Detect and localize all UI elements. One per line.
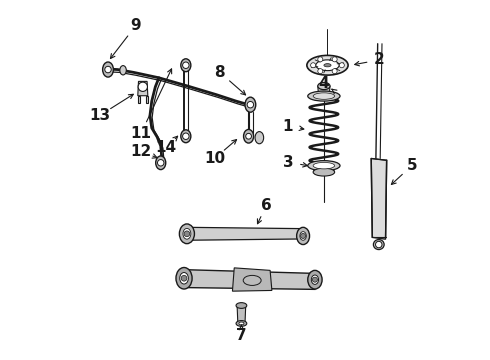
Polygon shape — [313, 166, 335, 172]
Ellipse shape — [307, 55, 348, 75]
Polygon shape — [184, 270, 317, 289]
Text: 3: 3 — [283, 154, 294, 170]
Ellipse shape — [308, 91, 340, 101]
Ellipse shape — [316, 60, 339, 71]
Ellipse shape — [120, 66, 126, 75]
Text: 6: 6 — [261, 198, 272, 213]
Text: 4: 4 — [318, 76, 329, 91]
Text: 2: 2 — [374, 52, 385, 67]
Circle shape — [332, 57, 337, 62]
Ellipse shape — [243, 275, 261, 285]
Circle shape — [375, 241, 382, 248]
Ellipse shape — [244, 130, 254, 143]
Circle shape — [105, 66, 111, 73]
Ellipse shape — [308, 270, 322, 289]
Polygon shape — [237, 306, 245, 323]
Polygon shape — [146, 96, 148, 103]
Ellipse shape — [102, 62, 113, 77]
Polygon shape — [138, 81, 148, 96]
Ellipse shape — [176, 267, 192, 289]
Text: 14: 14 — [155, 140, 177, 155]
Circle shape — [313, 277, 318, 282]
Text: 11: 11 — [130, 126, 151, 141]
Circle shape — [247, 102, 254, 108]
Ellipse shape — [296, 227, 310, 244]
Ellipse shape — [318, 82, 330, 90]
Ellipse shape — [183, 228, 191, 239]
Circle shape — [138, 82, 147, 91]
Circle shape — [245, 134, 251, 139]
Circle shape — [184, 231, 190, 237]
Ellipse shape — [313, 162, 335, 169]
Text: 12: 12 — [130, 144, 151, 159]
Circle shape — [183, 133, 189, 139]
Circle shape — [318, 57, 323, 62]
Text: 9: 9 — [130, 18, 141, 33]
Ellipse shape — [156, 156, 166, 170]
Circle shape — [311, 63, 316, 68]
Text: 8: 8 — [215, 65, 225, 80]
Circle shape — [332, 69, 337, 74]
Circle shape — [300, 233, 306, 238]
Circle shape — [181, 275, 187, 281]
Circle shape — [183, 62, 189, 68]
Ellipse shape — [236, 320, 247, 326]
Ellipse shape — [318, 92, 329, 98]
Ellipse shape — [313, 168, 335, 176]
Polygon shape — [371, 158, 387, 239]
Ellipse shape — [373, 239, 384, 249]
Ellipse shape — [313, 93, 335, 99]
Ellipse shape — [179, 224, 195, 244]
Ellipse shape — [255, 132, 264, 144]
Polygon shape — [188, 227, 302, 240]
Text: 5: 5 — [406, 158, 417, 173]
Ellipse shape — [181, 130, 191, 143]
Text: 13: 13 — [89, 108, 110, 123]
Ellipse shape — [181, 59, 191, 72]
Polygon shape — [318, 86, 330, 95]
Circle shape — [318, 69, 323, 74]
Text: 10: 10 — [204, 151, 225, 166]
Ellipse shape — [180, 273, 188, 284]
Text: 7: 7 — [236, 328, 247, 343]
Polygon shape — [232, 268, 272, 291]
Ellipse shape — [236, 303, 247, 309]
Ellipse shape — [308, 161, 340, 171]
Circle shape — [157, 159, 164, 166]
Ellipse shape — [311, 275, 318, 284]
Ellipse shape — [324, 64, 331, 67]
Polygon shape — [138, 96, 140, 103]
Ellipse shape — [300, 231, 306, 240]
Circle shape — [339, 63, 344, 68]
Ellipse shape — [245, 97, 256, 112]
Ellipse shape — [239, 322, 244, 325]
Text: 1: 1 — [283, 119, 294, 134]
